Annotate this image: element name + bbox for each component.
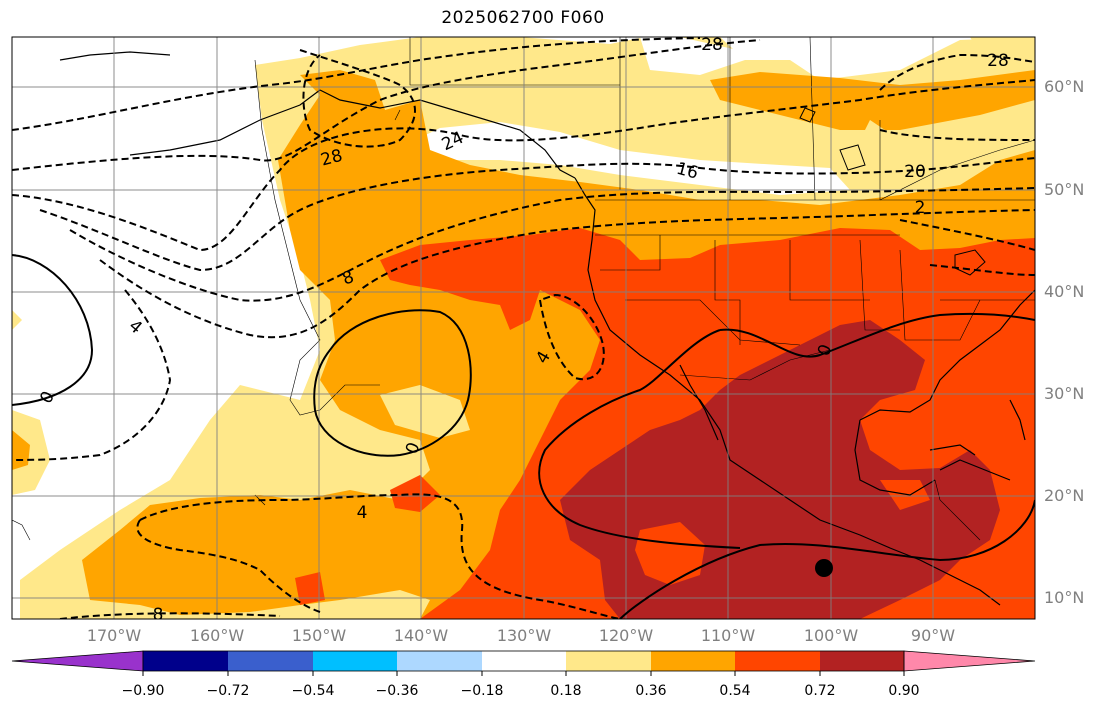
lat-label: 20°N — [1044, 486, 1085, 505]
colorbar-tick-label: 0.72 — [804, 683, 836, 699]
colorbar-tick-label: −0.54 — [291, 683, 335, 699]
contour-label: 2 — [915, 198, 926, 218]
lakes — [799, 107, 986, 276]
contours-negative — [12, 37, 1035, 619]
colorbar-segment — [397, 651, 482, 671]
colorbar-tick-label: 0.18 — [550, 683, 582, 699]
map-content: 28 24 16 20 2 28 8 4 0 0 4 0 4 8 28 — [12, 35, 1035, 625]
colorbar — [11, 650, 1036, 676]
graticule — [12, 37, 1035, 619]
contours-zero — [12, 254, 1035, 619]
lon-label: 90°W — [910, 626, 956, 645]
lat-label: 50°N — [1044, 180, 1085, 199]
colorbar-tick-label: −0.36 — [375, 683, 419, 699]
anomaly-fill-redorange-islands — [635, 480, 930, 585]
colorbar-tick-marks — [142, 671, 905, 676]
lat-label: 40°N — [1044, 282, 1085, 301]
colorbar-extend-high — [903, 650, 1036, 672]
lon-label: 120°W — [598, 626, 654, 645]
lon-label: 100°W — [803, 626, 859, 645]
lon-label: 140°W — [393, 626, 449, 645]
colorbar-segment — [820, 651, 904, 671]
colorbar-tick-label: 0.36 — [635, 683, 667, 699]
contour-label: 28 — [701, 35, 723, 55]
colorbar-segment — [735, 651, 820, 671]
colorbar-segment — [143, 651, 228, 671]
contour-label: 8 — [153, 605, 164, 625]
lon-label: 150°W — [291, 626, 347, 645]
lon-label: 160°W — [189, 626, 245, 645]
colorbar-tick-label: −0.18 — [460, 683, 504, 699]
colorbar-segment — [566, 651, 651, 671]
colorbar-tick-label: 0.54 — [719, 683, 751, 699]
map-border — [11, 36, 1036, 620]
lat-label: 30°N — [1044, 384, 1085, 403]
colorbar-tick-label: 0.90 — [888, 683, 920, 699]
colorbar-segment — [482, 651, 566, 671]
contour-label: 28 — [987, 51, 1009, 71]
colorbar-segment — [651, 651, 735, 671]
contour-label: 20 — [904, 162, 926, 182]
map-title: 2025062700 F060 — [441, 8, 605, 28]
colorbar-tick-label: −0.72 — [206, 683, 250, 699]
colorbar-segment — [313, 651, 397, 671]
lat-label: 10°N — [1044, 588, 1085, 607]
colorbar-frame — [142, 650, 905, 672]
colorbar-extend-low — [11, 650, 144, 672]
lat-label: 60°N — [1044, 77, 1085, 96]
contour-label: 4 — [357, 503, 368, 523]
lon-label: 130°W — [496, 626, 552, 645]
lon-label: 170°W — [86, 626, 142, 645]
colorbar-tick-label: −0.90 — [121, 683, 165, 699]
storm-center-marker — [815, 559, 833, 577]
lon-label: 110°W — [700, 626, 756, 645]
colorbar-segment — [228, 651, 313, 671]
